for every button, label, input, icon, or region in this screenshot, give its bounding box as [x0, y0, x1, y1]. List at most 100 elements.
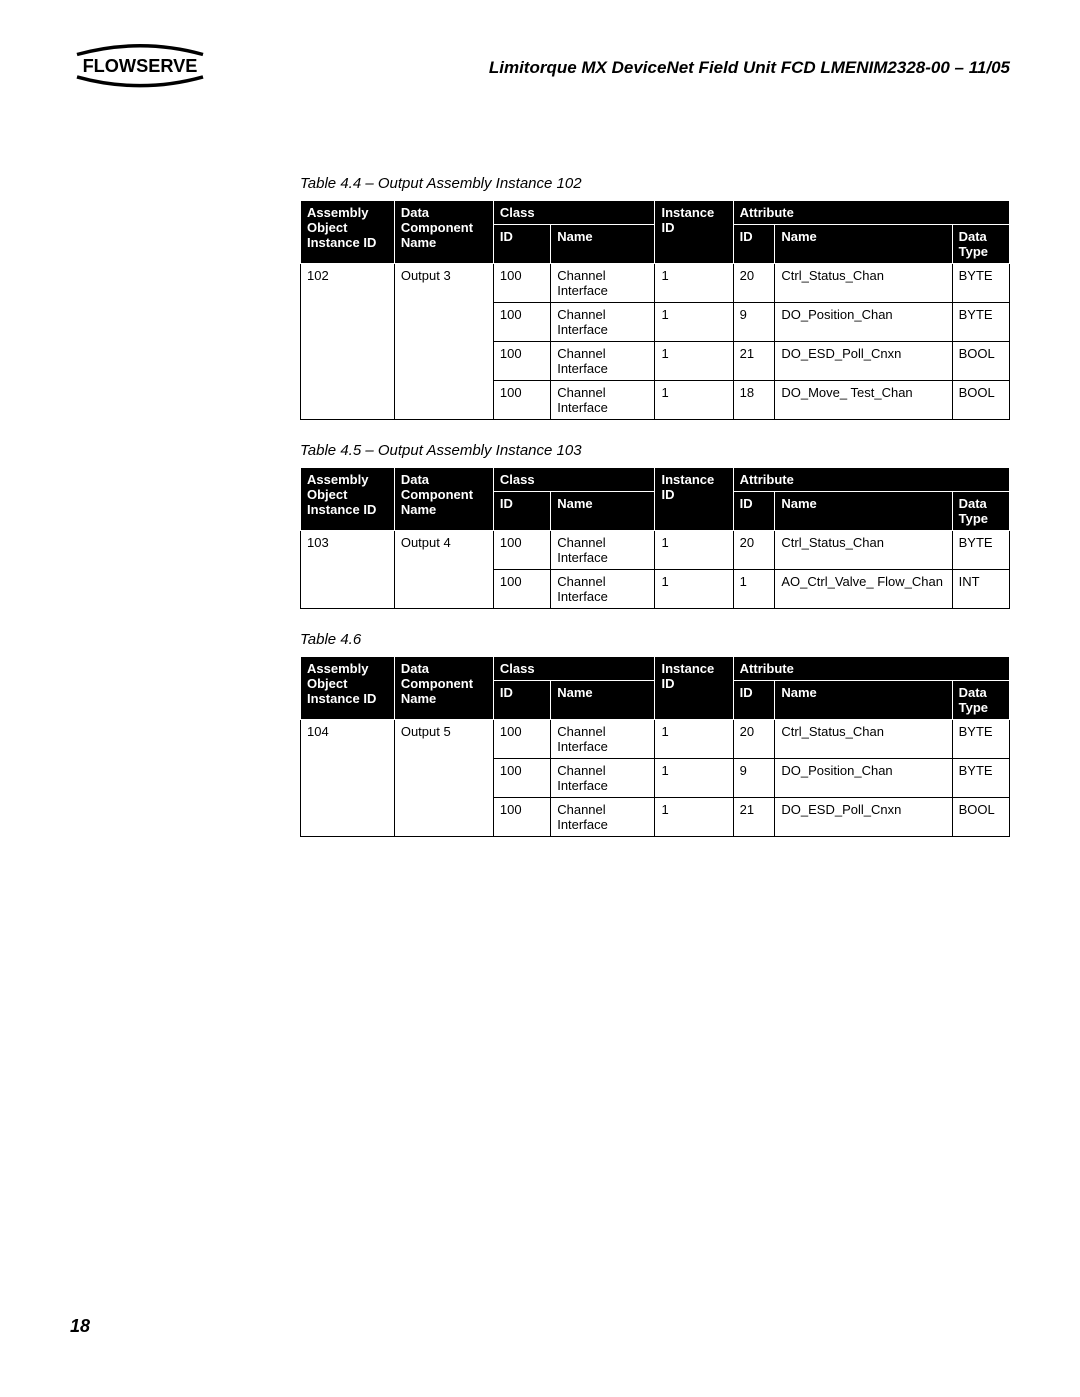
cell-instance-id: 1 — [655, 798, 733, 837]
document-title: Limitorque MX DeviceNet Field Unit FCD L… — [489, 40, 1010, 78]
th-attribute: Attribute — [733, 468, 1009, 492]
cell-data-type: BOOL — [952, 381, 1009, 420]
th-class: Class — [493, 468, 655, 492]
th-data-component: DataComponentName — [394, 468, 493, 531]
cell-instance-id: 1 — [655, 264, 733, 303]
cell-class-id: 100 — [493, 303, 550, 342]
th-class-id: ID — [493, 681, 550, 720]
flowserve-logo: FLOWSERVE — [70, 40, 210, 95]
cell-assembly-id: 103 — [301, 531, 395, 609]
th-attr-name: Name — [775, 492, 952, 531]
cell-attr-name: Ctrl_Status_Chan — [775, 531, 952, 570]
cell-attr-name: DO_ESD_Poll_Cnxn — [775, 342, 952, 381]
cell-class-name: ChannelInterface — [551, 798, 655, 837]
th-class-id: ID — [493, 225, 550, 264]
cell-instance-id: 1 — [655, 570, 733, 609]
cell-instance-id: 1 — [655, 720, 733, 759]
table-row: 103Output 4100ChannelInterface120Ctrl_St… — [301, 531, 1010, 570]
cell-attr-name: AO_Ctrl_Valve_ Flow_Chan — [775, 570, 952, 609]
cell-class-id: 100 — [493, 798, 550, 837]
cell-class-id: 100 — [493, 570, 550, 609]
cell-attr-name: Ctrl_Status_Chan — [775, 720, 952, 759]
cell-attr-id: 21 — [733, 798, 775, 837]
th-class-name: Name — [551, 681, 655, 720]
cell-attr-id: 9 — [733, 303, 775, 342]
th-attribute: Attribute — [733, 201, 1009, 225]
cell-attr-name: DO_Position_Chan — [775, 303, 952, 342]
th-class: Class — [493, 657, 655, 681]
cell-class-id: 100 — [493, 720, 550, 759]
th-data-component: DataComponentName — [394, 201, 493, 264]
cell-data-type: INT — [952, 570, 1009, 609]
th-instance: InstanceID — [655, 468, 733, 531]
cell-instance-id: 1 — [655, 381, 733, 420]
cell-attr-id: 18 — [733, 381, 775, 420]
table-caption: Table 4.5 – Output Assembly Instance 103 — [300, 442, 1010, 459]
cell-component: Output 5 — [394, 720, 493, 837]
cell-attr-id: 20 — [733, 264, 775, 303]
logo-text: FLOWSERVE — [83, 56, 198, 76]
th-class: Class — [493, 201, 655, 225]
cell-attr-name: DO_Position_Chan — [775, 759, 952, 798]
cell-assembly-id: 102 — [301, 264, 395, 420]
th-data-type: DataType — [952, 492, 1009, 531]
th-class-id: ID — [493, 492, 550, 531]
cell-class-name: ChannelInterface — [551, 342, 655, 381]
cell-data-type: BYTE — [952, 303, 1009, 342]
page-number: 18 — [70, 1316, 90, 1337]
cell-assembly-id: 104 — [301, 720, 395, 837]
cell-data-type: BYTE — [952, 759, 1009, 798]
th-attribute: Attribute — [733, 657, 1009, 681]
cell-attr-id: 20 — [733, 531, 775, 570]
cell-instance-id: 1 — [655, 531, 733, 570]
th-data-type: DataType — [952, 225, 1009, 264]
cell-class-id: 100 — [493, 759, 550, 798]
cell-attr-name: DO_Move_ Test_Chan — [775, 381, 952, 420]
assembly-table: AssemblyObjectInstance IDDataComponentNa… — [300, 656, 1010, 837]
cell-class-id: 100 — [493, 264, 550, 303]
content-area: Table 4.4 – Output Assembly Instance 102… — [300, 175, 1010, 837]
assembly-table: AssemblyObjectInstance IDDataComponentNa… — [300, 467, 1010, 609]
cell-class-name: ChannelInterface — [551, 720, 655, 759]
page: FLOWSERVE Limitorque MX DeviceNet Field … — [0, 0, 1080, 877]
table-row: 102Output 3100ChannelInterface120Ctrl_St… — [301, 264, 1010, 303]
table-caption: Table 4.6 — [300, 631, 1010, 648]
cell-instance-id: 1 — [655, 303, 733, 342]
th-instance: InstanceID — [655, 657, 733, 720]
cell-class-name: ChannelInterface — [551, 381, 655, 420]
th-data-type: DataType — [952, 681, 1009, 720]
th-assembly: AssemblyObjectInstance ID — [301, 468, 395, 531]
cell-instance-id: 1 — [655, 342, 733, 381]
th-assembly: AssemblyObjectInstance ID — [301, 201, 395, 264]
cell-data-type: BYTE — [952, 720, 1009, 759]
cell-class-id: 100 — [493, 381, 550, 420]
cell-attr-name: DO_ESD_Poll_Cnxn — [775, 798, 952, 837]
page-header: FLOWSERVE Limitorque MX DeviceNet Field … — [70, 40, 1010, 115]
th-attr-id: ID — [733, 681, 775, 720]
th-attr-id: ID — [733, 492, 775, 531]
cell-component: Output 4 — [394, 531, 493, 609]
assembly-table: AssemblyObjectInstance IDDataComponentNa… — [300, 200, 1010, 420]
cell-class-id: 100 — [493, 342, 550, 381]
cell-data-type: BYTE — [952, 531, 1009, 570]
cell-class-id: 100 — [493, 531, 550, 570]
cell-data-type: BOOL — [952, 798, 1009, 837]
cell-attr-id: 1 — [733, 570, 775, 609]
cell-class-name: ChannelInterface — [551, 570, 655, 609]
th-attr-name: Name — [775, 225, 952, 264]
th-class-name: Name — [551, 492, 655, 531]
cell-attr-name: Ctrl_Status_Chan — [775, 264, 952, 303]
th-assembly: AssemblyObjectInstance ID — [301, 657, 395, 720]
cell-class-name: ChannelInterface — [551, 531, 655, 570]
th-class-name: Name — [551, 225, 655, 264]
table-row: 104Output 5100ChannelInterface120Ctrl_St… — [301, 720, 1010, 759]
th-instance: InstanceID — [655, 201, 733, 264]
cell-attr-id: 20 — [733, 720, 775, 759]
cell-class-name: ChannelInterface — [551, 759, 655, 798]
cell-instance-id: 1 — [655, 759, 733, 798]
cell-class-name: ChannelInterface — [551, 264, 655, 303]
th-attr-name: Name — [775, 681, 952, 720]
th-data-component: DataComponentName — [394, 657, 493, 720]
cell-attr-id: 9 — [733, 759, 775, 798]
cell-component: Output 3 — [394, 264, 493, 420]
